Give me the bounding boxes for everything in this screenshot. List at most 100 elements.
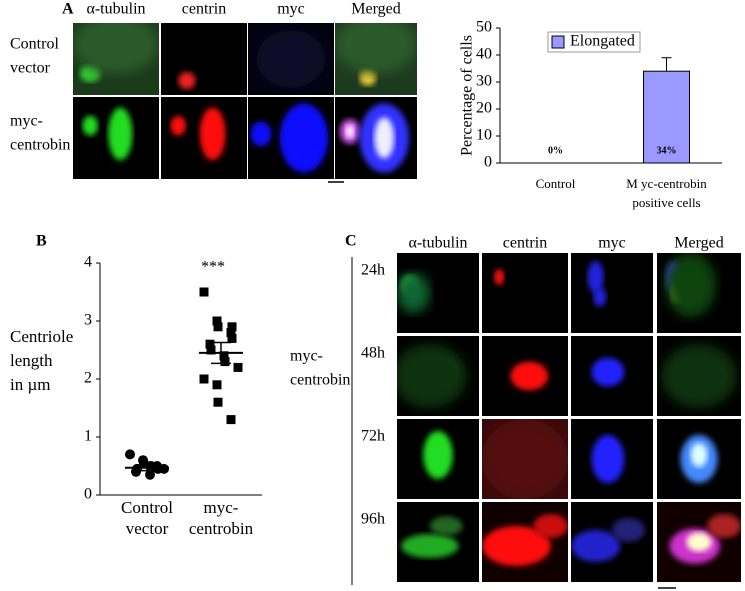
x-tick-label: M yc-centrobin <box>626 176 707 191</box>
micrograph <box>397 336 479 416</box>
signal <box>429 516 463 536</box>
signal <box>279 103 328 173</box>
micrograph-content <box>657 502 741 582</box>
data-point <box>227 322 237 332</box>
micrograph <box>335 97 417 179</box>
micrograph-content <box>571 419 653 499</box>
y-axis-label: length <box>10 351 53 370</box>
column-header: centrin <box>503 235 547 252</box>
micrograph <box>571 419 653 499</box>
legend-box <box>547 31 641 53</box>
data-point <box>212 380 222 390</box>
data-point <box>145 469 155 480</box>
row-label: 72h <box>361 428 385 445</box>
data-point <box>220 357 230 367</box>
signal <box>571 530 621 562</box>
data-point <box>219 351 229 361</box>
row-label: 24h <box>361 262 385 279</box>
column-header: Merged <box>674 235 723 252</box>
x-tick-label: Control <box>121 498 173 517</box>
signal <box>686 532 712 552</box>
micrograph-content <box>397 502 479 582</box>
y-tick-label: 0 <box>484 154 492 171</box>
data-point <box>227 333 237 343</box>
micrograph <box>248 23 334 95</box>
signal <box>256 30 326 88</box>
micrograph-content <box>482 253 568 333</box>
data-point <box>226 328 236 338</box>
signal <box>533 514 568 538</box>
micrograph <box>397 419 479 499</box>
y-tick-label: 3 <box>84 312 92 329</box>
data-point <box>205 339 215 349</box>
signal <box>494 269 505 285</box>
signal <box>665 253 716 317</box>
micrograph <box>482 253 568 333</box>
micrograph-content <box>657 336 741 416</box>
micrograph-content <box>397 253 479 333</box>
micrograph-content <box>397 336 479 416</box>
panel-label: A <box>62 1 74 18</box>
micrograph <box>657 419 741 499</box>
micrograph <box>657 502 741 582</box>
micrograph-content <box>73 97 159 179</box>
y-axis-label: in µm <box>10 375 51 394</box>
micrograph-content <box>161 97 247 179</box>
value-label: 0% <box>548 145 563 156</box>
micrograph <box>161 97 247 179</box>
signal <box>593 287 607 307</box>
x-tick-label: myc- <box>204 498 239 517</box>
legend-swatch <box>551 35 565 49</box>
micrograph <box>571 502 653 582</box>
row-label: 48h <box>361 345 385 362</box>
row-label: 96h <box>361 511 385 528</box>
micrograph-content <box>482 502 568 582</box>
signal <box>423 431 453 479</box>
data-point <box>226 415 236 425</box>
signal <box>510 361 549 391</box>
x-tick-label: Control <box>536 176 576 191</box>
y-axis-label: Centriole <box>10 327 73 346</box>
signal <box>82 115 98 136</box>
value-label: 34% <box>657 145 677 156</box>
micrograph <box>397 253 479 333</box>
y-axis-label: Percentage of cells <box>459 35 476 156</box>
data-point <box>132 463 142 474</box>
column-header: centrin <box>182 1 226 18</box>
micrograph-content <box>657 253 741 333</box>
panel-label: B <box>36 233 47 250</box>
column-header: myc <box>277 1 305 18</box>
data-point <box>199 287 209 297</box>
y-tick-label: 4 <box>84 254 92 271</box>
column-header: α-tubulin <box>408 235 467 252</box>
y-tick-label: 10 <box>476 127 492 144</box>
signal <box>374 117 395 159</box>
signal <box>397 344 467 408</box>
signal <box>612 518 645 542</box>
y-tick-label: 50 <box>476 19 492 36</box>
micrograph-content <box>335 23 417 95</box>
data-point <box>213 397 223 407</box>
signal <box>707 514 741 538</box>
micrograph <box>482 419 568 499</box>
micrograph <box>482 336 568 416</box>
micrograph-content <box>482 419 568 499</box>
signal <box>178 71 196 90</box>
micrograph <box>335 23 417 95</box>
significance: *** <box>201 259 225 276</box>
micrograph-bg <box>482 253 568 333</box>
x-tick-label: vector <box>126 519 169 538</box>
micrograph <box>397 502 479 582</box>
micrograph-content <box>571 336 653 416</box>
data-point <box>206 345 216 355</box>
micrograph-content <box>248 23 334 95</box>
micrograph <box>657 336 741 416</box>
micrograph-content <box>248 97 334 179</box>
signal <box>661 344 737 408</box>
row-label: myc- <box>10 113 43 130</box>
x-tick-label: positive cells <box>632 195 700 210</box>
side-label: centrobin <box>290 372 350 389</box>
signal <box>482 419 568 499</box>
signal <box>397 273 430 313</box>
signal <box>482 526 551 566</box>
